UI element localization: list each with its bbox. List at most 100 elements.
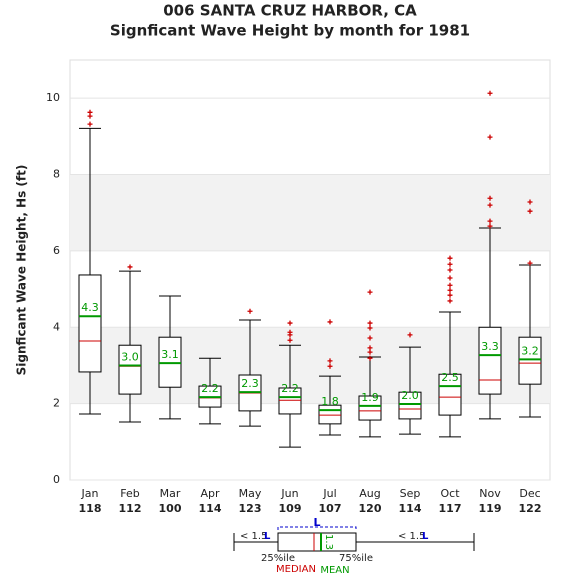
y-tick-label: 10 [46, 91, 60, 104]
outlier [367, 355, 373, 361]
outlier [447, 255, 453, 261]
outlier [487, 218, 493, 224]
chart-title: 006 SANTA CRUZ HARBOR, CA [163, 2, 417, 20]
outlier [247, 308, 253, 314]
x-tick-label: Mar [160, 487, 181, 500]
count-label: 109 [279, 502, 302, 515]
key-right: < 1.5 [398, 531, 425, 542]
outlier [127, 264, 133, 270]
key-q3: 75%ile [339, 553, 373, 564]
key-mean-sample: 1.3 [323, 534, 334, 550]
key-box [277, 532, 357, 552]
plot-area [69, 59, 551, 481]
outlier [327, 363, 333, 369]
box [478, 326, 502, 395]
count-label: 100 [159, 502, 182, 515]
outlier [447, 298, 453, 304]
outlier [527, 208, 533, 214]
mean-label: 1.9 [361, 391, 379, 404]
key-right-l: L [422, 531, 429, 542]
x-tick-label: Feb [120, 487, 139, 500]
count-label: 114 [399, 502, 422, 515]
key-median-label: MEDIAN [276, 564, 316, 575]
outlier [487, 134, 493, 140]
outlier [447, 292, 453, 298]
outlier [407, 332, 413, 338]
count-label: 119 [479, 502, 502, 515]
outlier [367, 320, 373, 326]
outlier [527, 199, 533, 205]
y-tick-label: 4 [53, 320, 60, 333]
count-label: 122 [519, 502, 542, 515]
key-iqr: L [313, 516, 320, 529]
outlier [87, 121, 93, 127]
box [438, 373, 462, 416]
mean-label: 4.3 [81, 301, 99, 314]
chart-subtitle: Signficant Wave Height by month for 1981 [110, 22, 470, 40]
y-tick-label: 6 [53, 244, 60, 257]
mean-label: 2.2 [281, 382, 299, 395]
outlier [367, 335, 373, 341]
mean-label: 3.1 [161, 348, 179, 361]
mean-label: 2.3 [241, 377, 259, 390]
outlier [447, 282, 453, 288]
outlier [367, 349, 373, 355]
outlier [487, 202, 493, 208]
x-tick-label: Oct [440, 487, 460, 500]
x-tick-label: Dec [519, 487, 540, 500]
outlier [487, 90, 493, 96]
mean-label: 1.8 [321, 395, 339, 408]
count-label: 117 [439, 502, 462, 515]
band [70, 327, 550, 404]
key-left-l: L [264, 531, 271, 542]
outlier [327, 358, 333, 364]
box [518, 336, 542, 385]
y-tick-label: 8 [53, 168, 60, 181]
outlier [327, 319, 333, 325]
x-tick-label: Aug [359, 487, 380, 500]
box [78, 274, 102, 373]
outlier [367, 345, 373, 351]
outlier [367, 325, 373, 331]
outlier [287, 337, 293, 343]
count-label: 114 [199, 502, 222, 515]
x-tick-label: Jul [322, 487, 336, 500]
key-left: < 1.5 [240, 531, 267, 542]
count-label: 118 [79, 502, 102, 515]
mean-label: 2.5 [441, 371, 459, 384]
count-label: 123 [239, 502, 262, 515]
outlier [447, 261, 453, 267]
mean-label: 3.3 [481, 340, 499, 353]
box [398, 391, 422, 420]
count-label: 107 [319, 502, 342, 515]
y-tick-label: 2 [53, 397, 60, 410]
outlier [487, 195, 493, 201]
count-label: 112 [119, 502, 142, 515]
outlier [287, 332, 293, 338]
mean-label: 3.2 [521, 344, 539, 357]
outlier [487, 223, 493, 229]
key-q1: 25%ile [261, 553, 295, 564]
band [70, 174, 550, 251]
box [118, 344, 142, 395]
key-bracket [277, 526, 357, 530]
box [358, 395, 382, 421]
outlier [287, 320, 293, 326]
outlier [527, 260, 533, 266]
x-tick-label: Jun [280, 487, 298, 500]
outlier [87, 113, 93, 119]
x-tick-label: May [239, 487, 262, 500]
x-tick-label: Jan [81, 487, 99, 500]
y-axis-label: Signficant Wave Height, Hs (ft) [15, 165, 29, 376]
outlier [367, 289, 373, 295]
box [278, 387, 302, 415]
outlier [447, 275, 453, 281]
x-tick-label: Apr [200, 487, 220, 500]
mean-label: 2.0 [401, 389, 419, 402]
key-mean-label: MEAN [320, 565, 349, 576]
outlier [447, 267, 453, 273]
count-label: 120 [359, 502, 382, 515]
x-tick-label: Sep [400, 487, 421, 500]
x-tick-label: Nov [479, 487, 501, 500]
